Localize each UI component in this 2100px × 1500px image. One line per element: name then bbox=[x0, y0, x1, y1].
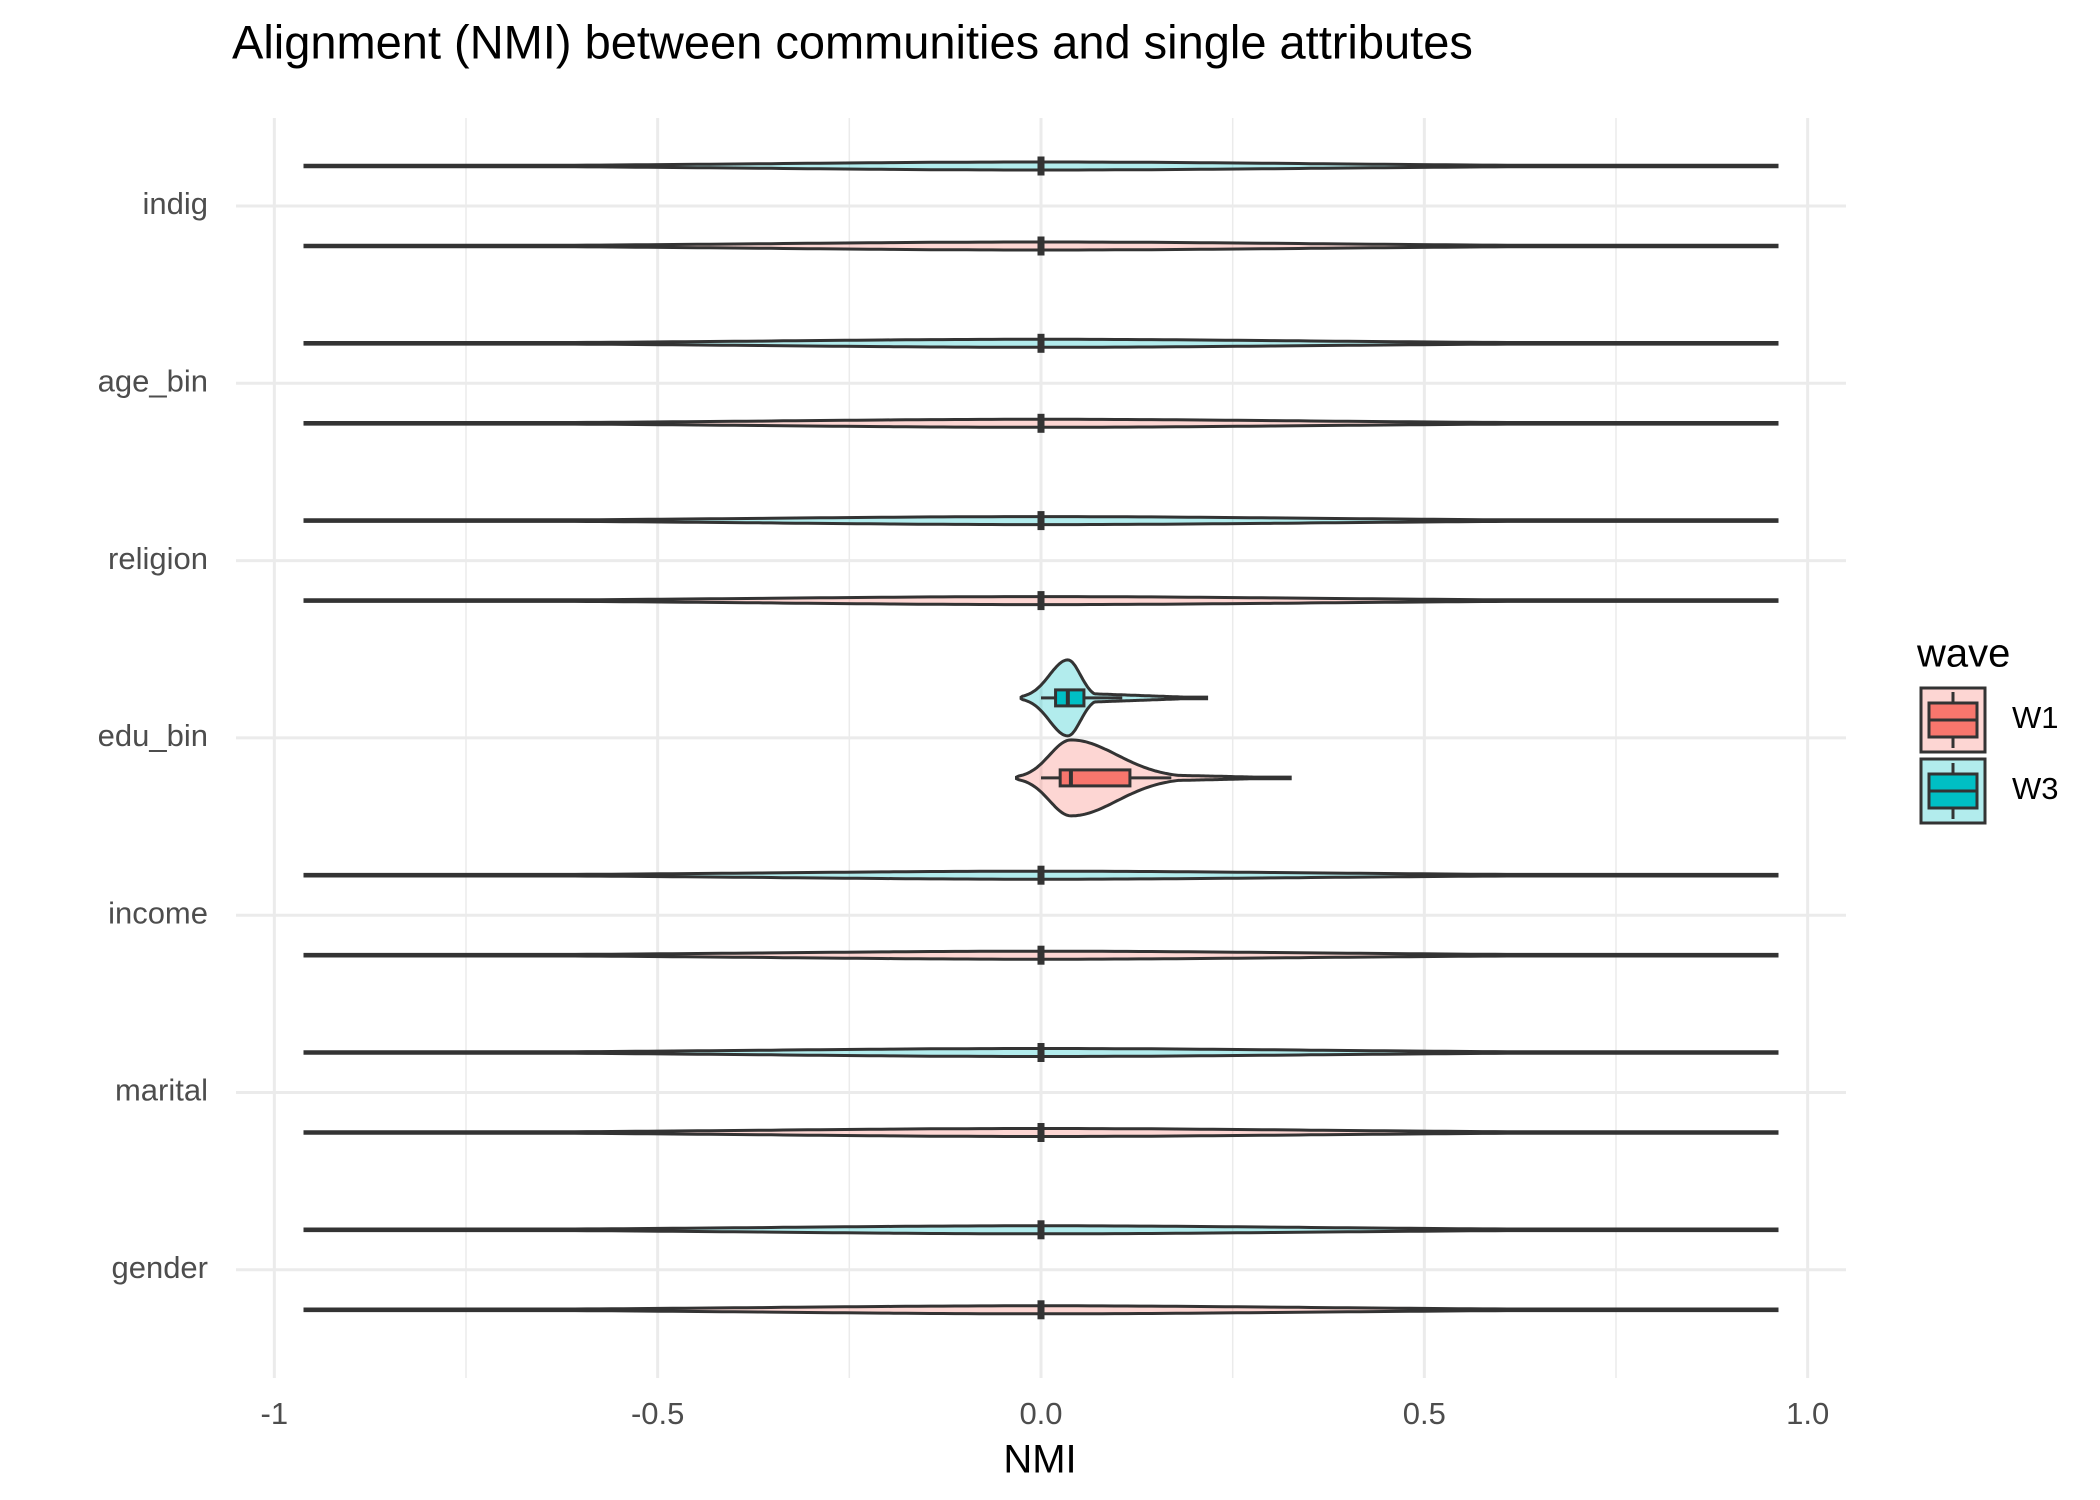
y-tick-label: marital bbox=[115, 1073, 208, 1108]
legend-label: W3 bbox=[2012, 771, 2059, 806]
legend-item: W1 bbox=[1919, 686, 2059, 754]
x-tick-label: 0.5 bbox=[1403, 1396, 1446, 1431]
legend-label: W1 bbox=[2012, 700, 2059, 735]
x-tick-label: -1 bbox=[261, 1396, 289, 1431]
x-axis-label: NMI bbox=[1003, 1438, 1076, 1482]
y-tick-label: gender bbox=[111, 1250, 208, 1285]
legend-item: W3 bbox=[1919, 757, 2059, 825]
box bbox=[1058, 768, 1132, 788]
x-tick-label: 0.0 bbox=[1019, 1396, 1062, 1431]
y-tick-label: edu_bin bbox=[98, 718, 208, 753]
x-tick-label: 1.0 bbox=[1786, 1396, 1829, 1431]
y-tick-label: indig bbox=[143, 186, 209, 221]
y-tick-label: income bbox=[108, 895, 208, 930]
chart-title: Alignment (NMI) between communities and … bbox=[232, 15, 1473, 68]
y-tick-label: age_bin bbox=[98, 363, 208, 398]
x-tick-label: -0.5 bbox=[631, 1396, 684, 1431]
y-tick-label: religion bbox=[108, 541, 208, 576]
legend-title: wave bbox=[1916, 632, 2010, 676]
